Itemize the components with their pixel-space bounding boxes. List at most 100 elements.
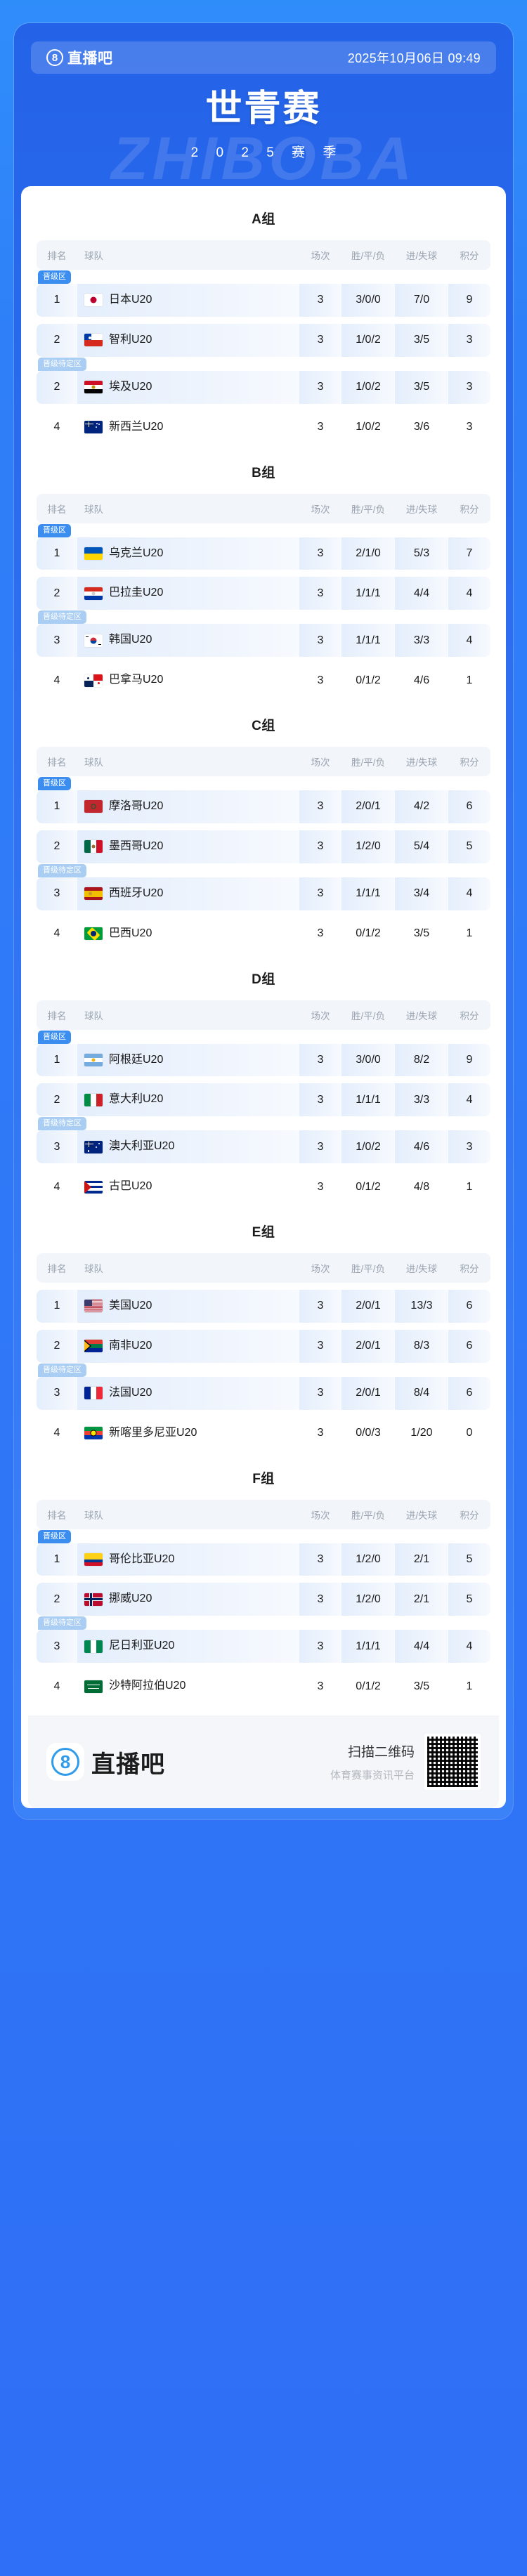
footer-logo-mark: 8 [51,1748,79,1776]
table-row[interactable]: 4 巴拿马U20 3 0/1/2 4/6 1 [37,664,490,697]
table-header-row: 排名 球队 场次 胜/平/负 进/失球 积分 [37,240,490,270]
cell-matches: 3 [299,577,341,610]
table-row[interactable]: 4 新西兰U20 3 1/0/2 3/6 3 [37,411,490,444]
col-header-wdl: 胜/平/负 [341,1499,395,1529]
cell-rank: 4 [53,674,60,686]
table-row[interactable]: 1 日本U20 3 3/0/0 7/0 9 [37,284,490,317]
cell-points: 1 [466,927,473,940]
col-header-rank: 排名 [37,1000,77,1030]
table-row[interactable]: 3 澳大利亚U20 3 1/0/2 4/6 3 [37,1130,490,1164]
team-name: 墨西哥U20 [109,839,164,852]
table-row[interactable]: 3 法国U20 3 2/0/1 8/4 6 [37,1376,490,1410]
table-row[interactable]: 2 埃及U20 3 1/0/2 3/5 3 [37,370,490,404]
standings-table: 排名 球队 场次 胜/平/负 进/失球 积分 晋级区 1 摩洛哥U20 3 2/0/1 4/2 6 2 墨西… [37,747,490,950]
cell-rank: 2 [37,577,77,610]
cell-rank: 4 [53,1180,60,1193]
table-row[interactable]: 4 古巴U20 3 0/1/2 4/8 1 [37,1170,490,1203]
col-header-rank: 排名 [37,747,77,776]
groups-container: A组 排名 球队 场次 胜/平/负 进/失球 积分 晋级区 1 日本U20 3 3/0/0 7/0 9 2 智… [21,190,506,1703]
team-name: 阿根廷U20 [109,1053,164,1066]
footer-qr-block: 扫描二维码 体育赛事资讯平台 [330,1734,481,1790]
cell-rank: 1 [37,284,77,317]
col-header-matches: 场次 [299,240,341,270]
team-name: 挪威U20 [109,1593,152,1605]
table-header-row: 排名 球队 场次 胜/平/负 进/失球 积分 [37,1253,490,1283]
flag-icon-us [84,1300,103,1313]
cell-matches: 3 [299,1043,341,1077]
group-section: E组 排名 球队 场次 胜/平/负 进/失球 积分 1 美国U20 3 2/0/1 13/3 6 2 南非U… [21,1203,506,1450]
table-row[interactable]: 2 墨西哥U20 3 1/2/0 5/4 5 [37,830,490,863]
team-name: 摩洛哥U20 [109,800,164,812]
flag-icon-pa [84,674,103,687]
qr-code-icon[interactable] [424,1734,481,1790]
table-row[interactable]: 1 摩洛哥U20 3 2/0/1 4/2 6 [37,790,490,823]
cell-wdl: 2/0/1 [341,790,395,823]
cell-goals: 4/4 [395,577,448,610]
col-header-wdl: 胜/平/负 [341,240,395,270]
col-header-team: 球队 [77,747,299,776]
table-row[interactable]: 3 韩国U20 3 1/1/1 3/3 4 [37,624,490,658]
cell-points: 3 [466,421,473,433]
cell-matches: 3 [317,927,324,940]
cell-matches: 3 [317,1427,324,1439]
table-row[interactable]: 3 西班牙U20 3 1/1/1 3/4 4 [37,877,490,910]
flag-icon-mx [84,840,103,854]
table-row[interactable]: 2 智利U20 3 1/0/2 3/5 3 [37,323,490,357]
cell-points: 4 [448,1630,490,1663]
flag-icon-nz [84,421,103,434]
table-row[interactable]: 2 意大利U20 3 1/1/1 3/3 4 [37,1083,490,1117]
team-name: 新喀里多尼亚U20 [109,1426,197,1439]
table-row[interactable]: 1 哥伦比亚U20 3 1/2/0 2/1 5 [37,1543,490,1576]
cell-team: 乌克兰U20 [77,537,299,570]
cell-team: 意大利U20 [77,1083,299,1117]
cell-matches: 3 [317,421,324,433]
cell-team: 摩洛哥U20 [77,790,299,823]
row-spacer [37,1076,490,1083]
cell-team: 新喀里多尼亚U20 [77,1417,299,1450]
table-row[interactable]: 4 新喀里多尼亚U20 3 0/0/3 1/20 0 [37,1417,490,1450]
table-row[interactable]: 1 阿根廷U20 3 3/0/0 8/2 9 [37,1043,490,1077]
flag-icon-eg [84,381,103,394]
table-header-row: 排名 球队 场次 胜/平/负 进/失球 积分 [37,1000,490,1030]
flag-icon-it [84,1093,103,1106]
zone-badge-cell: 晋级待定区 [37,1116,490,1131]
table-row[interactable]: 2 挪威U20 3 1/2/0 2/1 5 [37,1583,490,1616]
col-header-points: 积分 [448,747,490,776]
table-row[interactable]: 1 乌克兰U20 3 2/1/0 5/3 7 [37,537,490,570]
page-title: 世青赛 [205,89,322,129]
table-row[interactable]: 2 巴拉圭U20 3 1/1/1 4/4 4 [37,577,490,610]
cell-team: 哥伦比亚U20 [77,1543,299,1576]
cell-matches: 3 [299,877,341,910]
cell-rank: 1 [37,1290,77,1323]
cell-team: 南非U20 [77,1329,299,1363]
table-row[interactable]: 3 尼日利亚U20 3 1/1/1 4/4 4 [37,1630,490,1663]
cell-points: 6 [448,1290,490,1323]
cell-team: 古巴U20 [77,1170,299,1203]
cell-wdl: 2/0/1 [341,1290,395,1323]
cell-matches: 3 [299,790,341,823]
table-row[interactable]: 4 沙特阿拉伯U20 3 0/1/2 3/5 1 [37,1670,490,1703]
col-header-goals: 进/失球 [395,1499,448,1529]
cell-wdl: 1/2/0 [341,1543,395,1576]
team-name: 意大利U20 [109,1093,164,1106]
table-row[interactable]: 4 巴西U20 3 0/1/2 3/5 1 [37,917,490,950]
cell-team: 挪威U20 [77,1583,299,1616]
zone-badge-row: 晋级区 [37,270,490,284]
table-row[interactable]: 2 南非U20 3 2/0/1 8/3 6 [37,1329,490,1363]
status-badge: 晋级待定区 [38,357,86,371]
cell-wdl: 1/2/0 [341,1583,395,1616]
flag-icon-ar [84,1053,103,1066]
flag-icon-ng [84,1640,103,1653]
cell-team: 巴拿马U20 [77,664,299,697]
cell-matches: 3 [299,1583,341,1616]
zone-badge-row: 晋级待定区 [37,863,490,877]
cell-goals: 4/2 [395,790,448,823]
cell-team: 墨西哥U20 [77,830,299,863]
cell-rank: 4 [53,1427,60,1439]
row-spacer [37,823,490,830]
standings-table: 排名 球队 场次 胜/平/负 进/失球 积分 晋级区 1 乌克兰U20 3 2/1/0 5/3 7 2 巴拉… [37,493,490,698]
cell-goals: 4/6 [395,1130,448,1164]
cell-wdl: 1/0/2 [341,370,395,404]
cell-team: 阿根廷U20 [77,1043,299,1077]
table-row[interactable]: 1 美国U20 3 2/0/1 13/3 6 [37,1290,490,1323]
